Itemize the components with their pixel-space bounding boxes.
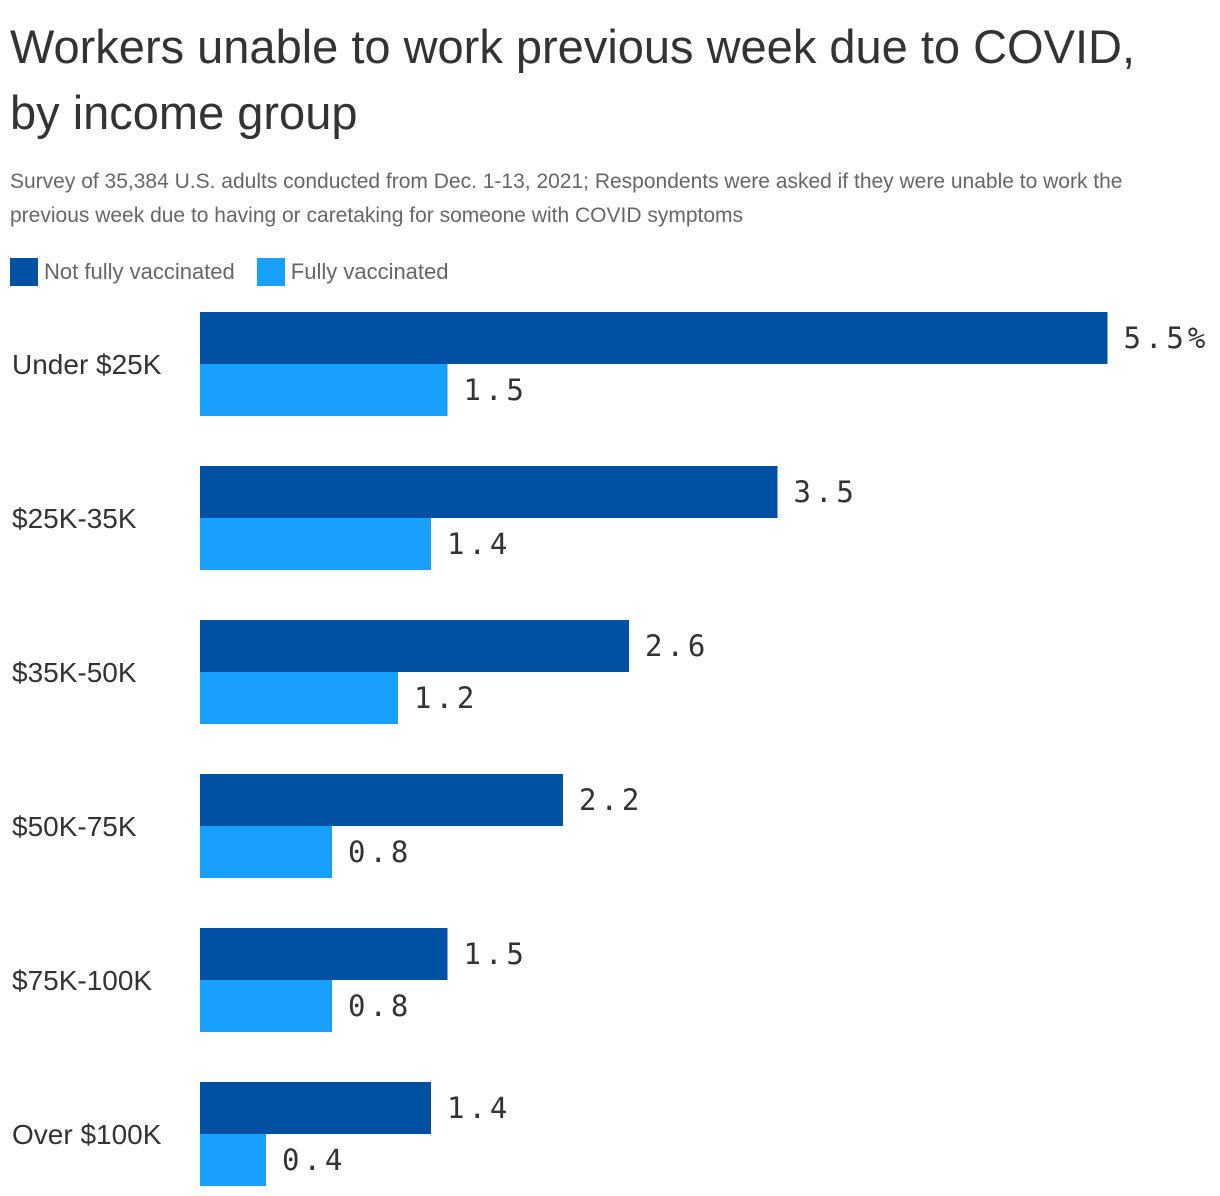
data-label: 1.2 — [414, 681, 478, 715]
legend-swatch-not-fully-vaccinated — [10, 258, 38, 286]
bar-fully-vaccinated — [200, 980, 332, 1032]
category-label: $35K-50K — [12, 657, 137, 688]
bar-not-fully-vaccinated — [200, 312, 1108, 364]
data-label: 1.4 — [447, 1091, 511, 1125]
bar-fully-vaccinated — [200, 826, 332, 878]
bar-not-fully-vaccinated — [200, 928, 448, 980]
category-label: Under $25K — [12, 349, 162, 380]
bar-fully-vaccinated — [200, 672, 398, 724]
data-label: 2.6 — [645, 629, 709, 663]
data-label: 1.5 — [464, 937, 528, 971]
legend-swatch-fully-vaccinated — [256, 258, 285, 286]
bar-fully-vaccinated — [200, 518, 431, 570]
legend-label-fully-vaccinated: Fully vaccinated — [290, 259, 449, 284]
legend-label-not-fully-vaccinated: Not fully vaccinated — [44, 259, 235, 284]
category-label: Over $100K — [12, 1119, 162, 1150]
chart-title: Workers unable to work previous week due… — [10, 20, 1136, 139]
legend-item-not-fully-vaccinated: Not fully vaccinated — [10, 258, 235, 286]
bar-fully-vaccinated — [200, 1134, 266, 1186]
chart-subtitle: Survey of 35,384 U.S. adults conducted f… — [10, 170, 1123, 227]
legend: Not fully vaccinated Fully vaccinated — [10, 258, 471, 286]
data-label: 0.4 — [282, 1143, 346, 1177]
bar-not-fully-vaccinated — [200, 620, 629, 672]
data-label: 2.2 — [579, 783, 643, 817]
bar-chart: Under $25K 5.5% 1.5 $25K-35K 3.5 1.4 $35K-50K 2… — [12, 312, 1210, 1186]
legend-item-fully-vaccinated: Fully vaccinated — [256, 258, 449, 286]
bar-not-fully-vaccinated — [200, 774, 563, 826]
category-label: $50K-75K — [12, 811, 137, 842]
data-label: 5.5% — [1124, 321, 1210, 355]
category-label: $25K-35K — [12, 503, 137, 534]
data-label: 1.5 — [464, 373, 528, 407]
category-label: $75K-100K — [12, 965, 152, 996]
bar-fully-vaccinated — [200, 364, 448, 416]
data-label: 3.5 — [794, 475, 858, 509]
bar-not-fully-vaccinated — [200, 1082, 431, 1134]
data-label: 0.8 — [348, 835, 412, 869]
data-label: 1.4 — [447, 527, 511, 561]
bar-not-fully-vaccinated — [200, 466, 778, 518]
data-label: 0.8 — [348, 989, 412, 1023]
